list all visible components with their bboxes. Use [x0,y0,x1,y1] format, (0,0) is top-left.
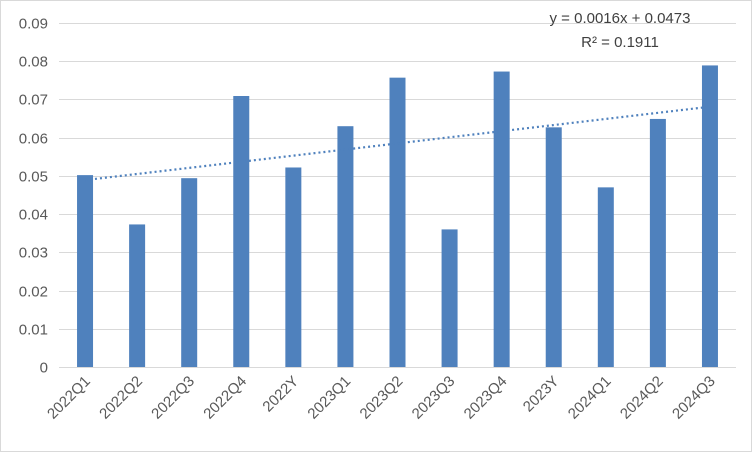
y-tick-label: 0.01 [19,322,48,339]
y-tick-label: 0 [40,360,48,377]
x-tick-label: 2022Y [259,373,302,416]
x-tick-label: 2023Q1 [304,373,354,423]
y-axis-ticks: 0 0.01 0.02 0.03 0.04 0.05 0.06 0.07 0.08 0.09 [19,16,48,377]
x-tick-label: 2022Q2 [96,373,146,423]
x-tick-label: 2023Q4 [461,373,511,423]
x-tick-label: 2023Q3 [409,373,459,423]
bar-2022y [285,167,302,367]
x-tick-label: 2022Q3 [148,373,198,423]
y-tick-label: 0.02 [19,284,48,301]
bar-2023q4 [493,71,510,367]
bar-2022q4 [233,96,250,367]
trendline-r-squared: R² = 0.1911 [581,34,659,51]
x-tick-label: 2024Q2 [617,373,667,423]
bar-2023q2 [389,77,406,367]
bar-2022q3 [181,178,198,367]
bar-2023y [545,127,562,367]
y-tick-label: 0.09 [19,16,48,33]
y-tick-label: 0.05 [19,169,48,186]
x-tick-label: 2023Y [520,373,563,416]
bar-2022q1 [77,175,94,367]
x-tick-label: 2022Q1 [44,373,94,423]
bars [77,65,718,367]
bar-2023q1 [337,126,354,367]
y-tick-label: 0.03 [19,245,48,262]
y-tick-label: 0.08 [19,54,48,71]
bar-2023q3 [441,229,458,367]
x-tick-label: 2022Q4 [200,373,250,423]
x-tick-label: 2024Q1 [565,373,615,423]
x-tick-label: 2023Q2 [357,373,407,423]
bar-2022q2 [129,224,146,367]
y-tick-label: 0.04 [19,207,48,224]
trendline-equation: y = 0.0016x + 0.0473 [550,10,691,27]
x-tick-label: 2024Q3 [669,373,719,423]
bar-2024q2 [649,118,666,367]
x-axis-ticks: 2022Q1 2022Q2 2022Q3 2022Q4 2022Y 2023Q1 2023Q… [44,373,719,423]
y-tick-label: 0.07 [19,92,48,109]
y-tick-label: 0.06 [19,131,48,148]
bar-2024q3 [701,65,718,367]
bar-2024q1 [597,187,614,367]
